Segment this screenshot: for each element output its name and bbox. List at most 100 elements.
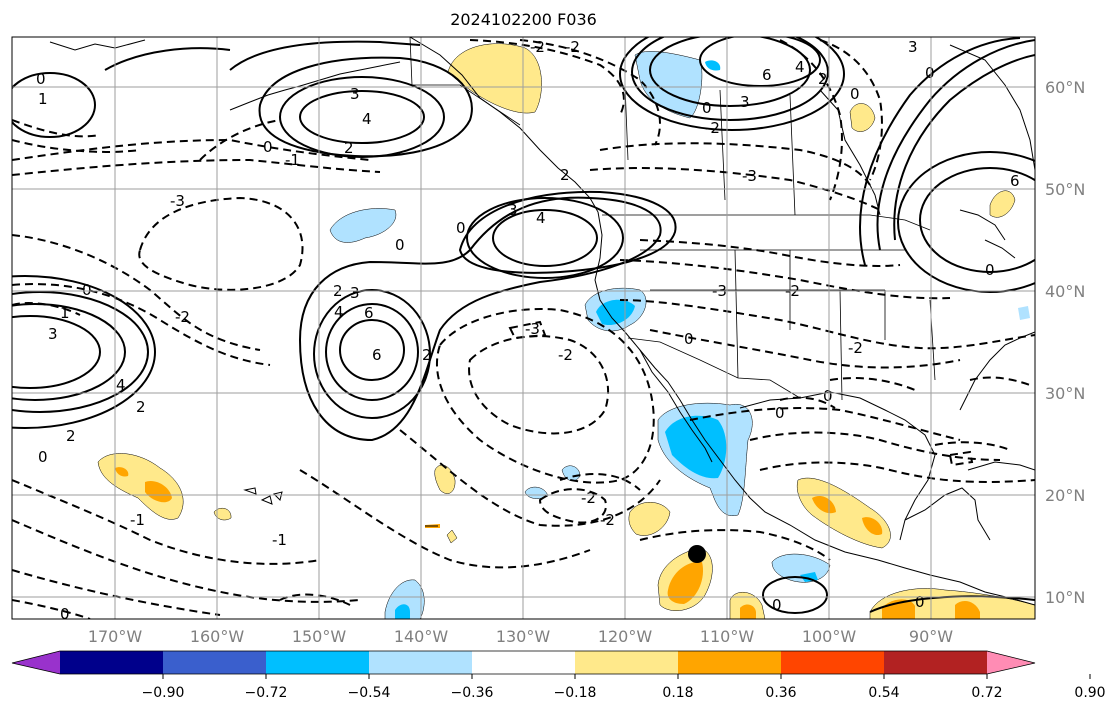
island-hawaii-1: [260, 495, 273, 505]
contours: [12, 37, 1035, 619]
colorbar-segment: [163, 651, 267, 674]
contour-label: 0: [38, 448, 48, 466]
shade-small-2: [434, 464, 456, 494]
lat-label: 20°N: [1045, 486, 1085, 505]
high-east-1: [919, 167, 1035, 273]
dash-5: [138, 196, 304, 291]
lon-label: 130°W: [496, 627, 551, 646]
dash-16: [619, 259, 951, 300]
dash-31: [559, 473, 641, 491]
island-hawaii-2: [273, 491, 283, 501]
shade-alaska-neg-2: [705, 60, 721, 71]
lon-label: 100°W: [802, 627, 857, 646]
contour-label: 2: [818, 70, 828, 88]
high-central-2: [325, 303, 419, 401]
contour-label: 6: [364, 304, 374, 322]
shade-east-small-neg: [1018, 306, 1030, 320]
contour-label: -3: [525, 320, 540, 338]
colorbar-segment: [369, 651, 473, 674]
dash-13: [508, 320, 547, 340]
colorbar-tick-label: 0.54: [868, 685, 899, 701]
contour-label: 4: [334, 303, 344, 321]
high-central-1: [339, 319, 405, 381]
dash-2: [12, 158, 381, 176]
coast-aleutians: [229, 61, 401, 111]
shaded-fields: [97, 43, 1035, 619]
colorbar-outline: [11, 650, 1036, 675]
dash-14: [619, 299, 1035, 350]
high-west-3: [12, 315, 101, 389]
contour-label: 3: [350, 284, 360, 302]
border-states-3: [734, 249, 936, 401]
contour-label: 0: [82, 281, 92, 299]
dash-38: [969, 376, 1031, 386]
lon-label: 170°W: [88, 627, 143, 646]
contour-label: 6: [762, 66, 772, 84]
dash-1: [12, 138, 371, 161]
shade-gulf-mex-core2: [862, 517, 883, 536]
colorbar-tick-label: −0.36: [451, 685, 494, 701]
lat-label: 30°N: [1045, 384, 1085, 403]
dash-20: [469, 39, 625, 116]
high-alaska-n-1: [649, 37, 811, 107]
dashed-contours: [12, 39, 1035, 619]
dash-7: [12, 519, 361, 603]
high-aleutian-3: [258, 56, 473, 158]
dash-37: [12, 599, 91, 619]
high-bc-2: [466, 197, 624, 279]
contour-label: -2: [848, 339, 863, 357]
dash-10: [399, 429, 661, 527]
coast-east-canada: [949, 44, 1035, 171]
contour-label: -2: [705, 119, 720, 137]
lat-label: 50°N: [1045, 180, 1085, 199]
shade-small-4: [628, 502, 671, 536]
contour-label: 4: [795, 58, 805, 76]
contour-label: 3: [508, 201, 518, 219]
lat-label: 40°N: [1045, 282, 1085, 301]
high-east-3: [876, 39, 1035, 251]
contour-label: -2: [175, 308, 190, 326]
colorbar-tick-label: −0.18: [554, 685, 597, 701]
dash-34: [12, 139, 141, 153]
coast-florida: [959, 331, 1035, 411]
lakes: [959, 209, 1016, 259]
colorbar-segment: [678, 651, 782, 674]
dash-9: [299, 469, 591, 569]
contour-label: 0: [263, 138, 273, 156]
high-alaska-n-4: [699, 37, 821, 87]
contour-label: 4: [362, 110, 372, 128]
contour-label: 0: [823, 387, 833, 405]
shade-gulf-mex: [796, 477, 891, 549]
contour-label: -1: [285, 151, 300, 169]
colorbar-tick-label: 0.72: [971, 685, 1002, 701]
storm-marker: [688, 545, 706, 563]
dash-36: [279, 593, 351, 606]
coast-alaska: [409, 37, 599, 213]
contour-label: 6: [1010, 172, 1020, 190]
high-bc-3: [458, 190, 677, 274]
dash-30: [639, 529, 831, 561]
contour-label: 2: [560, 166, 570, 184]
high-north-1: [229, 40, 421, 71]
shade-hawaii-west-core2: [115, 467, 129, 477]
contour-label: 0: [456, 219, 466, 237]
colorbar-tick-label: −0.54: [348, 685, 391, 701]
coast-baja: [639, 349, 713, 463]
map-title: 2024102200 F036: [450, 10, 597, 29]
political-borders: [409, 37, 936, 401]
contour-label: 3: [740, 93, 750, 111]
colorbar: −0.90 −0.72 −0.54 −0.36 −0.18 0.18 0.36 0.54 0.7…: [11, 650, 1105, 701]
contour-label: 0: [775, 404, 785, 422]
high-alaska-n-2: [631, 37, 829, 121]
contour-label: 6: [372, 346, 382, 364]
longitude-labels: 170°W 160°W 150°W 140°W 130°W 120°W 110°…: [88, 627, 953, 646]
colorbar-segment: [472, 651, 576, 674]
shade-pac-sw-neg-core: [395, 604, 410, 619]
gridlines: [12, 37, 1035, 619]
contour-label: 1: [38, 90, 48, 108]
contour-label: 0: [60, 605, 70, 623]
shade-ontario: [989, 190, 1016, 218]
dash-12: [468, 335, 610, 435]
contour-label: 3: [48, 325, 58, 343]
